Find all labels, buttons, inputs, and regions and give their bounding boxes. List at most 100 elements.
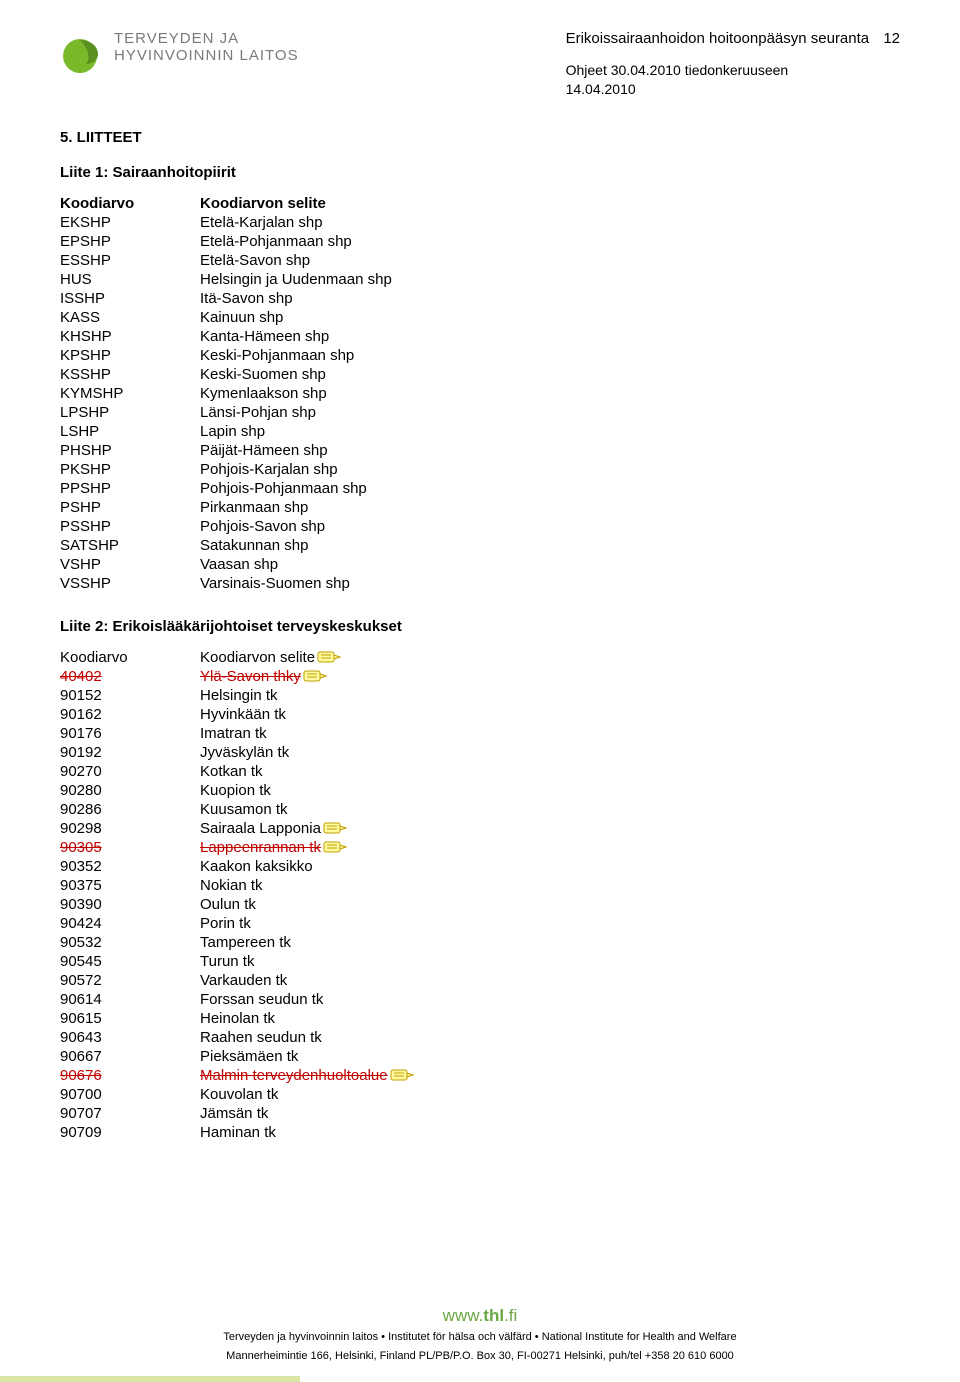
desc-cell: Pohjois-Karjalan shp [200, 461, 392, 480]
code-cell: 90162 [60, 706, 200, 725]
comment-annotation-icon [390, 1069, 414, 1083]
footer-url: www.thl.fi [0, 1306, 960, 1326]
code-cell: KYMSHP [60, 385, 200, 404]
code-cell: EPSHP [60, 233, 200, 252]
table-row: 90305Lappeenrannan tk [60, 839, 414, 858]
code-cell: KASS [60, 309, 200, 328]
code-cell: 90572 [60, 972, 200, 991]
desc-cell: Varsinais-Suomen shp [200, 575, 392, 594]
header-title-text: Erikoissairaanhoidon hoitoonpääsyn seura… [566, 30, 870, 47]
table-row: 90298Sairaala Lapponia [60, 820, 414, 839]
table-row: PKSHPPohjois-Karjalan shp [60, 461, 392, 480]
desc-cell: Pirkanmaan shp [200, 499, 392, 518]
desc-cell: Etelä-Savon shp [200, 252, 392, 271]
liite2-title: Liite 2: Erikoislääkärijohtoiset terveys… [60, 618, 900, 635]
header-top-line: Erikoissairaanhoidon hoitoonpääsyn seura… [566, 30, 900, 47]
code-cell: LPSHP [60, 404, 200, 423]
table-liite2: Koodiarvo Koodiarvon selite 40402Ylä-Sav… [60, 649, 414, 1143]
table-row: 90375Nokian tk [60, 877, 414, 896]
code-cell: 90424 [60, 915, 200, 934]
table-row: 90615Heinolan tk [60, 1010, 414, 1029]
table-row: 90176Imatran tk [60, 725, 414, 744]
code-cell: 90667 [60, 1048, 200, 1067]
code-cell: 90545 [60, 953, 200, 972]
table-row: 90532Tampereen tk [60, 934, 414, 953]
comment-annotation-icon [323, 822, 347, 836]
table-row: Koodiarvo Koodiarvon selite [60, 649, 414, 668]
desc-cell: Länsi-Pohjan shp [200, 404, 392, 423]
url-prefix: www. [443, 1306, 484, 1325]
table-row: HUSHelsingin ja Uudenmaan shp [60, 271, 392, 290]
footer-line1: Terveyden ja hyvinvoinnin laitos • Insti… [0, 1330, 960, 1345]
table-row: LPSHPLänsi-Pohjan shp [60, 404, 392, 423]
table-row: 90643Raahen seudun tk [60, 1029, 414, 1048]
code-cell: 90532 [60, 934, 200, 953]
t2-header-col1: Koodiarvo [60, 649, 128, 666]
code-cell: 90152 [60, 687, 200, 706]
desc-cell: Pieksämäen tk [200, 1048, 414, 1067]
table-row: 90162Hyvinkään tk [60, 706, 414, 725]
code-cell: 90286 [60, 801, 200, 820]
desc-cell: Kuusamon tk [200, 801, 414, 820]
desc-cell: Raahen seudun tk [200, 1029, 414, 1048]
desc-cell: Kotkan tk [200, 763, 414, 782]
comment-annotation-icon [317, 651, 341, 665]
table-row: 90424Porin tk [60, 915, 414, 934]
table-row: PSSHPPohjois-Savon shp [60, 518, 392, 537]
code-cell: 90707 [60, 1105, 200, 1124]
desc-cell: Helsingin tk [200, 687, 414, 706]
code-cell: 90176 [60, 725, 200, 744]
desc-cell: Keski-Pohjanmaan shp [200, 347, 392, 366]
table-row: KSSHPKeski-Suomen shp [60, 366, 392, 385]
desc-cell: Sairaala Lapponia [200, 820, 414, 839]
desc-cell: Pohjois-Savon shp [200, 518, 392, 537]
table-row: 90286Kuusamon tk [60, 801, 414, 820]
desc-cell: Kuopion tk [200, 782, 414, 801]
desc-cell: Varkauden tk [200, 972, 414, 991]
code-cell: 90700 [60, 1086, 200, 1105]
desc-cell: Imatran tk [200, 725, 414, 744]
code-cell: HUS [60, 271, 200, 290]
code-cell: 90192 [60, 744, 200, 763]
code-cell: EKSHP [60, 214, 200, 233]
table-row: Koodiarvo Koodiarvon selite [60, 195, 392, 214]
table-row: ESSHPEtelä-Savon shp [60, 252, 392, 271]
table-row: EPSHPEtelä-Pohjanmaan shp [60, 233, 392, 252]
table-row: 90192Jyväskylän tk [60, 744, 414, 763]
desc-cell: Etelä-Pohjanmaan shp [200, 233, 392, 252]
desc-cell: Helsingin ja Uudenmaan shp [200, 271, 392, 290]
desc-cell: Porin tk [200, 915, 414, 934]
desc-cell: Nokian tk [200, 877, 414, 896]
code-cell: 90676 [60, 1067, 200, 1086]
code-cell: PPSHP [60, 480, 200, 499]
table-row: 90390Oulun tk [60, 896, 414, 915]
code-cell: 90709 [60, 1124, 200, 1143]
table-row: ISSHPItä-Savon shp [60, 290, 392, 309]
desc-cell: Lappeenrannan tk [200, 839, 414, 858]
table-row: PPSHPPohjois-Pohjanmaan shp [60, 480, 392, 499]
t2-header-col2: Koodiarvon selite [200, 649, 315, 666]
code-cell: PSHP [60, 499, 200, 518]
code-cell: 40402 [60, 668, 200, 687]
table-row: 90280Kuopion tk [60, 782, 414, 801]
header-sub: Ohjeet 30.04.2010 tiedonkeruuseen 14.04.… [566, 61, 900, 99]
code-cell: PKSHP [60, 461, 200, 480]
table-liite1: Koodiarvo Koodiarvon selite EKSHPEtelä-K… [60, 195, 392, 594]
table-row: SATSHPSatakunnan shp [60, 537, 392, 556]
desc-cell: Keski-Suomen shp [200, 366, 392, 385]
code-cell: KHSHP [60, 328, 200, 347]
table-row: VSHPVaasan shp [60, 556, 392, 575]
url-bold: thl [483, 1306, 504, 1325]
header-right: Erikoissairaanhoidon hoitoonpääsyn seura… [566, 30, 900, 99]
table-row: KASSKainuun shp [60, 309, 392, 328]
comment-annotation-icon [303, 670, 327, 684]
code-cell: 90643 [60, 1029, 200, 1048]
table-row: 40402Ylä-Savon thky [60, 668, 414, 687]
desc-cell: Haminan tk [200, 1124, 414, 1143]
desc-cell: Kainuun shp [200, 309, 392, 328]
desc-cell: Kaakon kaksikko [200, 858, 414, 877]
code-cell: VSSHP [60, 575, 200, 594]
table-row: LSHPLapin shp [60, 423, 392, 442]
desc-cell: Satakunnan shp [200, 537, 392, 556]
code-cell: SATSHP [60, 537, 200, 556]
